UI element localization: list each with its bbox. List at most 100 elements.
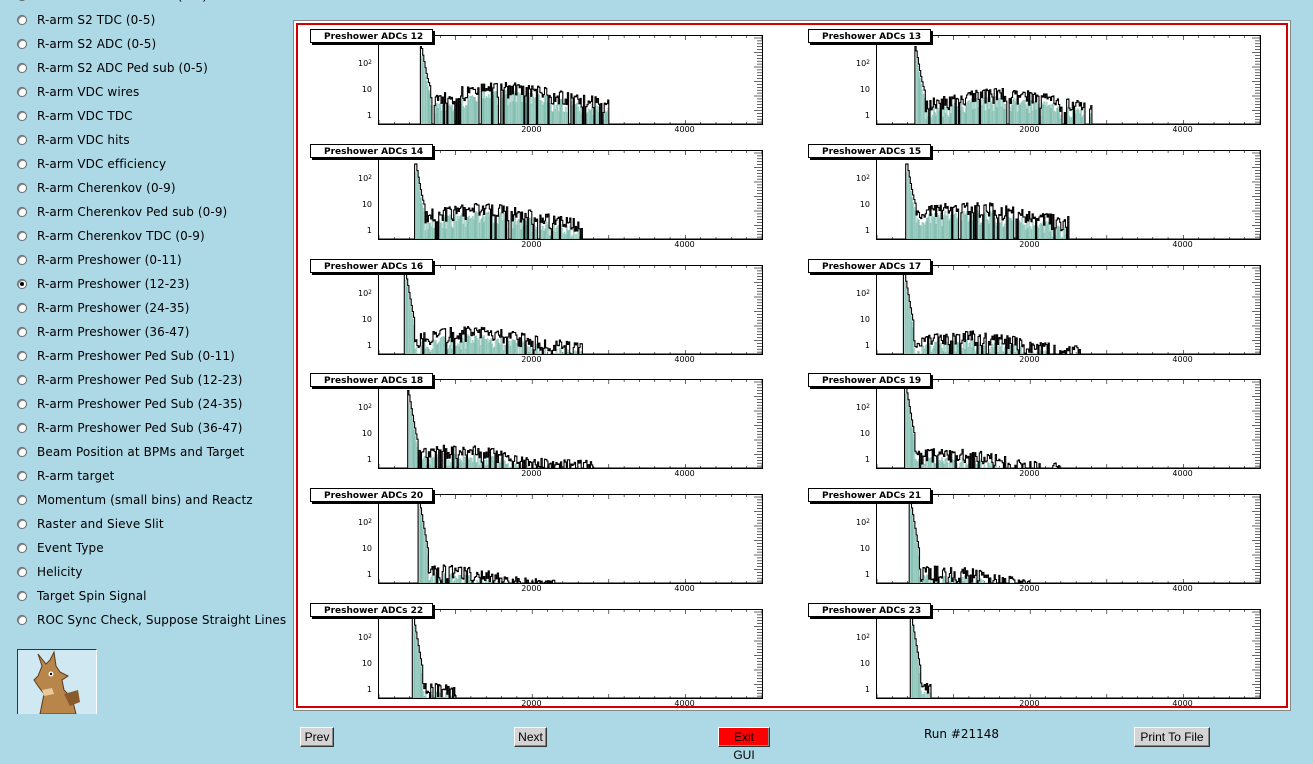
y-tick-label: 10	[361, 200, 372, 210]
radio-item[interactable]: R-arm Preshower (24-35)	[17, 296, 286, 320]
radio-item[interactable]: Event Type	[17, 536, 286, 560]
radio-button[interactable]	[17, 327, 27, 337]
exit-gui-button[interactable]: Exit GUI	[718, 727, 770, 762]
radio-button[interactable]	[17, 135, 27, 145]
radio-button[interactable]	[17, 591, 27, 601]
radio-button[interactable]	[17, 519, 27, 529]
radio-item[interactable]: R-arm target	[17, 464, 286, 488]
histogram-pad[interactable]: Preshower ADCs 12 1 10 102 2000 4000	[310, 29, 771, 141]
y-tick-label: 1	[366, 341, 372, 351]
histogram-plot-area	[378, 609, 763, 699]
radio-item[interactable]: R-arm VDC hits	[17, 128, 286, 152]
radio-button[interactable]	[17, 87, 27, 97]
radio-button[interactable]	[17, 495, 27, 505]
x-tick-label: 2000	[521, 240, 542, 249]
radio-label: Helicity	[37, 565, 83, 579]
y-tick-label: 1	[864, 226, 870, 236]
x-tick-label: 2000	[1019, 355, 1040, 364]
histogram-pad[interactable]: Preshower ADCs 1911010210320004000	[808, 373, 1269, 485]
radio-button[interactable]	[17, 231, 27, 241]
histogram-pad[interactable]: Preshower ADCs 18 1 10 102 2000 4000	[310, 373, 771, 485]
x-tick-label: 4000	[1172, 699, 1193, 708]
radio-item[interactable]: ROC Sync Check, Suppose Straight Lines	[17, 608, 286, 632]
radio-button[interactable]	[17, 447, 27, 457]
radio-label: Raster and Sieve Slit	[37, 517, 164, 531]
y-tick-label: 10	[859, 659, 870, 669]
radio-item[interactable]: R-arm VDC wires	[17, 80, 286, 104]
y-tick-label: 10	[859, 544, 870, 554]
radio-button[interactable]	[17, 375, 27, 385]
radio-item[interactable]: R-arm Cherenkov TDC (0-9)	[17, 224, 286, 248]
radio-item[interactable]: R-arm Cherenkov (0-9)	[17, 176, 286, 200]
radio-button[interactable]	[17, 471, 27, 481]
x-tick-label: 2000	[1019, 699, 1040, 708]
y-tick-label: 1	[366, 226, 372, 236]
radio-button[interactable]	[17, 0, 27, 1]
radio-item[interactable]: Target Spin Signal	[17, 584, 286, 608]
y-tick-label: 1	[864, 455, 870, 465]
x-tick-label: 2000	[1019, 469, 1040, 478]
y-tick-label: 1	[864, 570, 870, 580]
radio-button[interactable]	[17, 39, 27, 49]
radio-button[interactable]	[17, 303, 27, 313]
radio-label: R-arm S1 TDC Ped sub (0-5)	[37, 0, 207, 3]
radio-item[interactable]: R-arm S2 TDC (0-5)	[17, 8, 286, 32]
radio-button[interactable]	[17, 567, 27, 577]
histogram-canvas[interactable]: Preshower ADCs 12 1 10 102 2000 4000 Preshower…	[293, 20, 1291, 711]
histogram-title: Preshower ADCs 16	[310, 259, 433, 273]
radio-button[interactable]	[17, 351, 27, 361]
radio-item[interactable]: Beam Position at BPMs and Target	[17, 440, 286, 464]
y-tick-label: 102	[855, 288, 870, 298]
print-to-file-button[interactable]: Print To File	[1134, 727, 1210, 747]
radio-item[interactable]: R-arm Cherenkov Ped sub (0-9)	[17, 200, 286, 224]
radio-item[interactable]: R-arm Preshower Ped Sub (0-11)	[17, 344, 286, 368]
radio-item[interactable]: R-arm S1 TDC Ped sub (0-5)	[17, 0, 286, 8]
prev-button[interactable]: Prev	[300, 727, 334, 747]
radio-item[interactable]: R-arm S2 ADC (0-5)	[17, 32, 286, 56]
radio-item[interactable]: R-arm Preshower (36-47)	[17, 320, 286, 344]
histogram-title: Preshower ADCs 14	[310, 144, 433, 158]
radio-item[interactable]: Helicity	[17, 560, 286, 584]
radio-item[interactable]: R-arm VDC TDC	[17, 104, 286, 128]
radio-item[interactable]: Momentum (small bins) and Reactz	[17, 488, 286, 512]
radio-item[interactable]: R-arm VDC efficiency	[17, 152, 286, 176]
radio-button[interactable]	[17, 615, 27, 625]
x-tick-label: 2000	[521, 469, 542, 478]
histogram-svg	[379, 266, 762, 354]
y-tick-label: 102	[357, 517, 372, 527]
y-tick-label: 102	[855, 517, 870, 527]
radio-button[interactable]	[17, 423, 27, 433]
histogram-pad[interactable]: Preshower ADCs 2011010210320004000	[310, 488, 771, 600]
radio-item[interactable]: R-arm Preshower (0-11)	[17, 248, 286, 272]
histogram-pad[interactable]: Preshower ADCs 15 1 10 102 2000 4000	[808, 144, 1269, 256]
radio-button[interactable]	[17, 399, 27, 409]
histogram-pad[interactable]: Preshower ADCs 1611010210320004000	[310, 259, 771, 371]
histogram-pad[interactable]: Preshower ADCs 2111010210320004000	[808, 488, 1269, 600]
radio-item[interactable]: R-arm Preshower Ped Sub (36-47)	[17, 416, 286, 440]
radio-button[interactable]	[17, 255, 27, 265]
radio-button[interactable]	[17, 279, 27, 289]
histogram-pad[interactable]: Preshower ADCs 14 1 10 102 2000 4000	[310, 144, 771, 256]
radio-item[interactable]: R-arm S2 ADC Ped sub (0-5)	[17, 56, 286, 80]
histogram-pad[interactable]: Preshower ADCs 2211010210320004000	[310, 603, 771, 715]
radio-item[interactable]: Raster and Sieve Slit	[17, 512, 286, 536]
radio-button[interactable]	[17, 111, 27, 121]
radio-button[interactable]	[17, 543, 27, 553]
y-tick-label: 1	[366, 455, 372, 465]
next-button[interactable]: Next	[514, 727, 547, 747]
x-tick-label: 2000	[521, 584, 542, 593]
radio-item[interactable]: R-arm Preshower Ped Sub (12-23)	[17, 368, 286, 392]
histogram-pad[interactable]: Preshower ADCs 2311010210320004000	[808, 603, 1269, 715]
histogram-pad[interactable]: Preshower ADCs 13 1 10 102 2000 4000	[808, 29, 1269, 141]
radio-button[interactable]	[17, 183, 27, 193]
histogram-pad[interactable]: Preshower ADCs 1711010210320004000	[808, 259, 1269, 371]
radio-button[interactable]	[17, 207, 27, 217]
radio-item[interactable]: R-arm Preshower (12-23)	[17, 272, 286, 296]
radio-button[interactable]	[17, 159, 27, 169]
radio-item[interactable]: R-arm Preshower Ped Sub (24-35)	[17, 392, 286, 416]
radio-button[interactable]	[17, 63, 27, 73]
y-tick-label: 10	[361, 659, 372, 669]
radio-label: R-arm Preshower (0-11)	[37, 253, 182, 267]
radio-label: R-arm Preshower (24-35)	[37, 301, 190, 315]
radio-button[interactable]	[17, 15, 27, 25]
